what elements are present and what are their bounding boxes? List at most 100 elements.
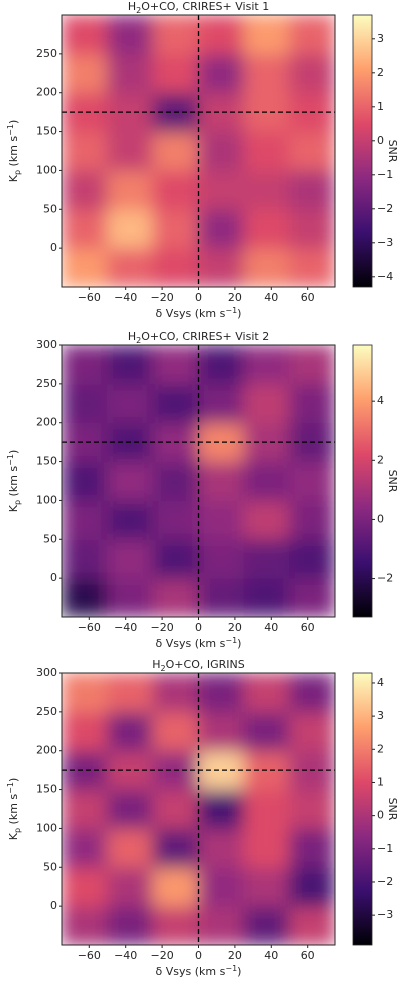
y-axis-label: Kp (km s−1): [6, 450, 22, 513]
heatmap-cell: [152, 499, 199, 540]
heatmap-cell: [289, 383, 335, 424]
heatmap-cell: [289, 247, 335, 287]
y-axis-label-part: (km s: [7, 794, 20, 828]
x-axis-label: δ Vsys (km s−1): [156, 636, 242, 651]
chart-title-part: O+CO, CRIRES+ Visit 1: [141, 0, 269, 13]
heatmap-cell: [107, 247, 154, 287]
heatmap-cell: [107, 53, 154, 94]
heatmap-cell: [289, 711, 335, 752]
heatmap-cell: [243, 247, 290, 287]
heatmap-cell: [152, 866, 199, 907]
heatmap-cell: [243, 577, 290, 617]
chart-title-part: H: [128, 0, 136, 13]
heatmap-cell: [107, 789, 154, 829]
x-tick-label: 40: [264, 621, 278, 634]
x-axis-label-part: −1: [225, 306, 237, 315]
heatmap-cell: [243, 131, 290, 171]
y-axis-label-part: p: [13, 500, 22, 505]
heatmap-cell: [152, 538, 199, 579]
heatmap-cell: [62, 461, 108, 501]
heatmap-cell: [289, 169, 335, 210]
heatmap-cell: [62, 208, 108, 249]
heatmap-cell: [243, 169, 290, 210]
colorbar-tick-label: 0: [377, 134, 384, 147]
heatmap-cell: [198, 750, 245, 791]
chart-title-part: H: [128, 330, 136, 343]
x-axis-label: δ Vsys (km s−1): [156, 964, 242, 979]
heatmap-cell: [107, 131, 154, 171]
colorbar-tick-label: −2: [377, 875, 393, 888]
heatmap-cell: [243, 673, 290, 713]
heatmap-cell: [152, 53, 199, 94]
heatmap-cell: [243, 461, 290, 501]
heatmap-cell: [107, 866, 154, 907]
heatmap-cell: [152, 461, 199, 501]
colorbar-tick-label: 3: [377, 709, 384, 722]
x-axis-label-part: ): [237, 307, 241, 320]
x-axis-label-part: ): [237, 965, 241, 978]
heatmap-cell: [152, 345, 199, 385]
y-tick-label: 200: [36, 416, 57, 429]
y-tick-label: 250: [36, 47, 57, 60]
heatmap-cell: [289, 827, 335, 868]
x-tick-label: 60: [301, 949, 315, 962]
panel: −60 −40 −20 0 20 40 60050100150200250300H2O+CO…: [6, 658, 400, 978]
y-axis-label-part: −1: [6, 124, 15, 136]
heatmap-cell: [289, 538, 335, 579]
heatmap-cell: [62, 169, 108, 210]
x-tick-label: −40: [114, 949, 137, 962]
y-tick-label: 50: [43, 532, 57, 545]
colorbar-label: SNR: [386, 140, 399, 163]
heatmap-cell: [198, 461, 245, 501]
heatmap-cell: [243, 15, 290, 55]
heatmap-cell: [107, 577, 154, 617]
heatmap-cell: [107, 461, 154, 501]
chart-title: H2O+CO, CRIRES+ Visit 1: [128, 0, 269, 15]
chart-title-part: O+CO, IGRINS: [166, 658, 245, 671]
y-tick-label: 50: [43, 860, 57, 873]
heatmap-cell: [243, 538, 290, 579]
heatmap-cell: [198, 422, 245, 463]
y-tick-label: 250: [36, 705, 57, 718]
x-tick-label: −40: [114, 621, 137, 634]
colorbar: [352, 672, 373, 946]
colorbar-tick-label: 2: [377, 453, 384, 466]
heatmap-cell: [243, 827, 290, 868]
heatmap-cell: [62, 247, 108, 287]
heatmap-cell: [198, 247, 245, 287]
heatmap-cell: [243, 383, 290, 424]
x-tick-label: 0: [195, 291, 202, 304]
y-axis-label-part: −1: [6, 454, 15, 466]
heatmap-cell: [107, 345, 154, 385]
y-tick-label: 250: [36, 377, 57, 390]
y-tick-label: 200: [36, 744, 57, 757]
colorbar: [352, 14, 373, 288]
x-axis-label: δ Vsys (km s−1): [156, 306, 242, 321]
heatmap-cell: [152, 15, 199, 55]
heatmap-cell: [107, 169, 154, 210]
x-tick-label: 20: [228, 621, 242, 634]
heatmap-cell: [62, 673, 108, 713]
heatmap-cell: [107, 208, 154, 249]
heatmap-cell: [62, 711, 108, 752]
y-tick-label: 150: [36, 783, 57, 796]
heatmap-cell: [198, 345, 245, 385]
y-tick-label: 0: [50, 241, 57, 254]
colorbar-label: SNR: [386, 470, 399, 493]
heatmap-cell: [289, 866, 335, 907]
colorbar-tick-label: 0: [377, 512, 384, 525]
heatmap-cell: [243, 711, 290, 752]
heatmap-cell: [152, 247, 199, 287]
colorbar-tick-label: −3: [377, 908, 393, 921]
heatmap-cell: [289, 208, 335, 249]
heatmap-cell: [152, 208, 199, 249]
heatmap-cell: [62, 538, 108, 579]
heatmap-cell: [107, 711, 154, 752]
heatmap-cell: [62, 827, 108, 868]
y-axis-label-part: ): [7, 120, 20, 124]
y-axis-label-part: p: [13, 828, 22, 833]
chart-title-part: H: [152, 658, 160, 671]
heatmap-cell: [198, 673, 245, 713]
x-tick-label: 20: [228, 291, 242, 304]
